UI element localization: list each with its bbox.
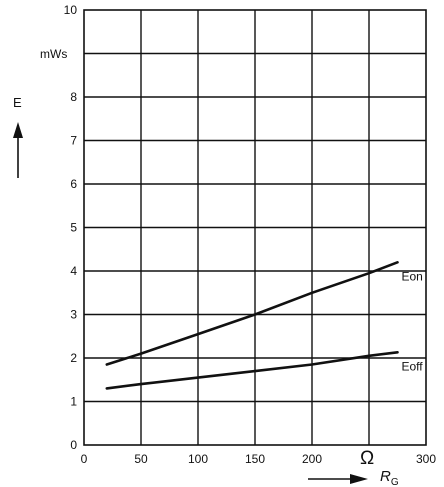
grid <box>84 10 426 445</box>
y-tick-label: 4 <box>70 264 77 278</box>
y-tick-label: 7 <box>70 134 77 148</box>
x-axis-label-subscript: G <box>391 477 399 487</box>
plot-frame <box>83 9 427 446</box>
x-axis-unit: Ω <box>360 448 374 469</box>
x-tick-label: 150 <box>245 452 265 466</box>
series-line-eon <box>105 260 399 366</box>
series-line-eoff <box>105 350 399 390</box>
x-tick-label: 100 <box>188 452 208 466</box>
series-layer: Eon Eoff <box>105 260 424 390</box>
x-tick-label: 50 <box>134 452 148 466</box>
series-label-eon: Eon <box>402 269 423 283</box>
x-tick-label: 200 <box>302 452 322 466</box>
x-tick-label: 300 <box>416 452 436 466</box>
y-tick-label: 2 <box>70 351 77 365</box>
x-axis-arrow <box>308 474 368 484</box>
y-tick-label: 10 <box>64 3 78 17</box>
y-axis-arrow <box>13 122 23 178</box>
y-tick-label: 6 <box>70 177 77 191</box>
y-tick-label: 1 <box>70 395 77 409</box>
y-tick-label: 8 <box>70 90 77 104</box>
y-axis-label: E <box>13 95 22 110</box>
y-tick-label: 0 <box>70 438 77 452</box>
x-tick-label: 0 <box>81 452 88 466</box>
y-axis-unit: mWs <box>40 47 67 61</box>
series-label-eoff: Eoff <box>402 359 424 373</box>
y-tick-label: 5 <box>70 221 77 235</box>
x-axis-label: RG <box>380 468 399 487</box>
y-tick-label: 3 <box>70 308 77 322</box>
